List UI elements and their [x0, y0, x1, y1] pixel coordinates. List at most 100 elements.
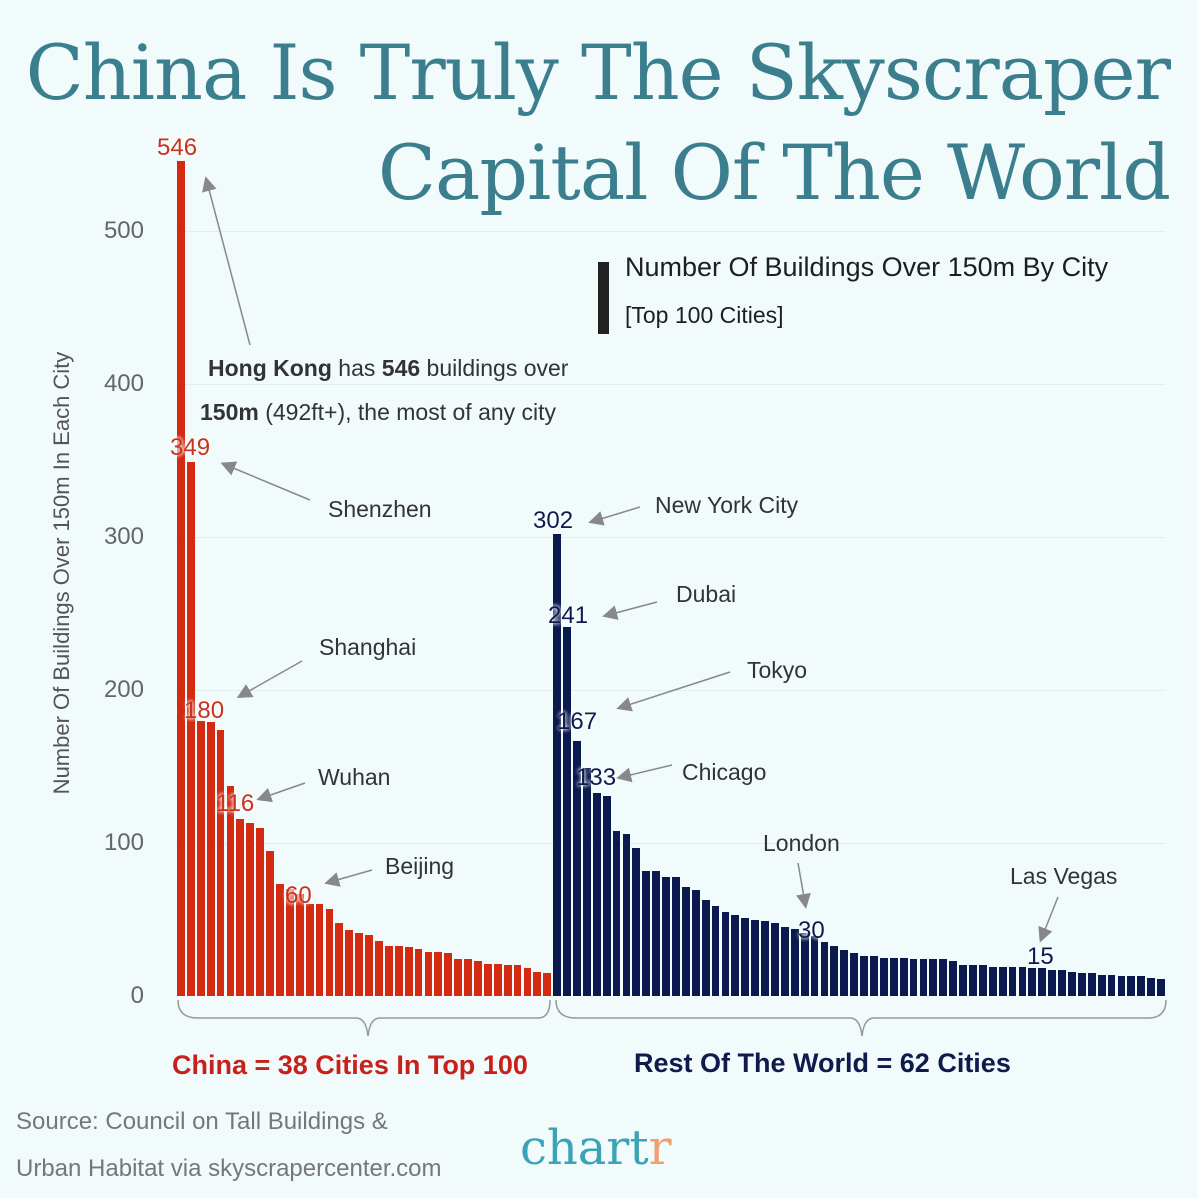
- annotation-london: London: [763, 830, 840, 856]
- chart-title-line2: Capital Of The World: [377, 128, 1171, 217]
- bar: [721, 911, 730, 996]
- bar: [870, 956, 878, 996]
- bar: [879, 957, 888, 996]
- chart-title-line1: China Is Truly The Skyscraper: [25, 28, 1171, 117]
- bar: [315, 904, 324, 996]
- bar: [424, 951, 433, 996]
- bar: [394, 945, 403, 996]
- value-label-tokyo: 167: [557, 708, 598, 735]
- y-tick-label: 500: [103, 217, 144, 244]
- bar: [464, 959, 472, 996]
- bar: [771, 922, 779, 996]
- bar: [325, 908, 334, 996]
- value-label-shenzhen: 349: [170, 434, 211, 461]
- bar: [899, 957, 908, 996]
- bar: [483, 963, 492, 996]
- bar: [414, 948, 423, 996]
- bar: [592, 792, 601, 996]
- bar: [959, 965, 967, 996]
- bar: [1058, 970, 1066, 996]
- bar: [573, 740, 581, 996]
- value-label-dubai: 241: [548, 602, 589, 629]
- bar: [711, 905, 720, 996]
- annotation-hong-kong: Hong Kong has 546 buildings over: [208, 355, 569, 381]
- gridline: [176, 231, 1166, 232]
- bar: [622, 833, 631, 996]
- bar: [731, 914, 740, 996]
- bar: [444, 953, 453, 996]
- bar: [672, 876, 680, 996]
- annotation-tokyo: Tokyo: [747, 657, 808, 683]
- subtitle-accent-bar: [598, 262, 609, 334]
- y-tick-label: 300: [103, 523, 144, 550]
- bar: [1117, 976, 1126, 996]
- bar: [612, 830, 621, 996]
- bar: [503, 965, 512, 996]
- gridline: [176, 537, 1166, 538]
- source-line2: Urban Habitat via skyscrapercenter.com: [16, 1155, 442, 1182]
- bar: [800, 933, 809, 996]
- bar: [978, 965, 987, 996]
- value-label-las-vegas: 15: [1027, 943, 1054, 970]
- bar: [523, 968, 532, 996]
- bar: [761, 921, 769, 996]
- bar: [751, 919, 760, 996]
- value-label-wuhan: 116: [216, 790, 255, 817]
- bar: [1137, 976, 1146, 996]
- bar: [860, 956, 868, 996]
- bar: [741, 917, 750, 996]
- annotation-nyc: New York City: [655, 492, 799, 518]
- bar: [1068, 971, 1076, 996]
- bar: [949, 960, 958, 996]
- bar: [355, 933, 364, 996]
- bar: [929, 959, 938, 996]
- chartr-logo: chartr: [520, 1120, 672, 1176]
- bar: [216, 729, 225, 996]
- bar: [1107, 974, 1116, 996]
- legend-china: China = 38 Cities In Top 100: [172, 1050, 528, 1080]
- bar: [820, 942, 829, 996]
- annotation-wuhan: Wuhan: [318, 764, 391, 790]
- bar: [830, 945, 839, 996]
- bar: [345, 930, 354, 996]
- bar: [691, 890, 700, 996]
- bar: [701, 899, 710, 996]
- bar: [493, 963, 502, 996]
- y-tick-label: 200: [103, 676, 144, 703]
- y-tick-label: 400: [103, 370, 144, 397]
- bar: [1008, 966, 1017, 996]
- bar: [652, 870, 661, 996]
- bar: [177, 160, 185, 996]
- bar: [889, 957, 898, 996]
- bar: [642, 870, 651, 996]
- bar: [196, 720, 205, 996]
- bar: [454, 959, 463, 996]
- bar: [404, 947, 413, 996]
- bar: [226, 786, 235, 996]
- bar: [256, 827, 265, 996]
- value-label-hong-kong: 546: [157, 134, 198, 161]
- bar: [563, 627, 571, 996]
- annotation-beijing: Beijing: [385, 853, 455, 879]
- subtitle-main: Number Of Buildings Over 150m By City: [625, 252, 1109, 282]
- bar: [1157, 979, 1165, 996]
- bar: [305, 904, 314, 996]
- source-line1: Source: Council on Tall Buildings &: [16, 1108, 388, 1135]
- bar: [206, 722, 215, 996]
- bar: [988, 966, 997, 996]
- bar: [1038, 968, 1047, 996]
- annotation-shenzhen: Shenzhen: [328, 496, 432, 522]
- bar: [998, 966, 1007, 996]
- y-tick-label: 0: [130, 982, 144, 1009]
- bar: [1028, 968, 1037, 996]
- bar: [365, 934, 373, 996]
- bar: [186, 462, 195, 996]
- bar: [335, 922, 344, 996]
- bar: [1127, 976, 1136, 996]
- bar: [285, 888, 294, 996]
- bar-plot: [177, 0, 1167, 996]
- bar: [939, 959, 948, 996]
- annotation-dubai: Dubai: [676, 581, 737, 607]
- bar: [919, 959, 928, 996]
- value-label-london: 30: [798, 917, 825, 944]
